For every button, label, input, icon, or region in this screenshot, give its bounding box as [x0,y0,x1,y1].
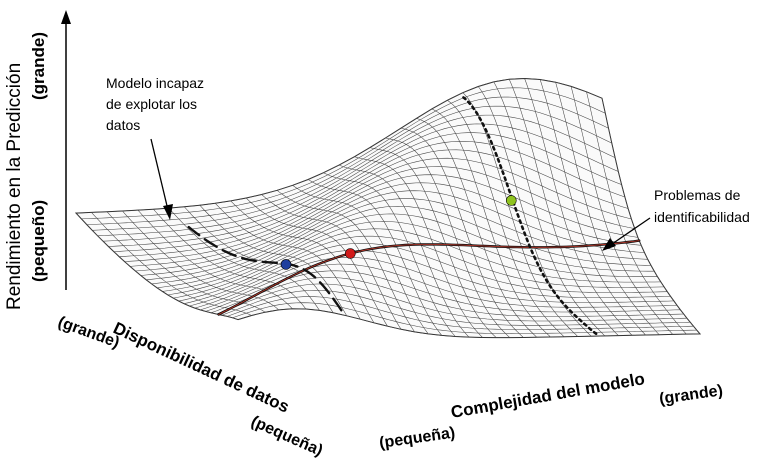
y-axis-arrow-icon [61,10,71,24]
mesh-line-v [210,277,684,317]
identifiability-annotation-line-1: Problemas de [654,187,741,203]
mesh-line-v [167,221,658,296]
mesh-line-v [194,257,674,309]
mesh-line-v [108,132,622,247]
mesh-line-v [102,123,619,242]
underfit-arrow-icon [163,204,173,220]
mesh-line-v [146,190,645,281]
complexity-axis-high-label: (grande) [658,382,724,408]
underfit-arrow-line [150,138,169,211]
mesh-line-v [189,250,671,307]
green-marker [505,195,517,206]
mesh-line-v [129,166,635,267]
mesh-line-v [156,206,652,289]
mesh-line-v [183,243,668,304]
mesh-line-v [227,296,694,330]
mesh-line-v [200,263,678,311]
identifiability-arrow-line [611,217,651,245]
mesh-line-v [75,78,603,214]
mesh-line-v [97,114,616,237]
red-marker [344,248,356,259]
surface-mesh [74,77,702,339]
low-complexity-dashed-curve [187,225,343,312]
identifiability-arrow-icon [602,238,616,251]
mesh-line-v [135,174,638,272]
underfit-annotation-line-3: datos [106,117,140,133]
complexity-axis-low-label: (pequeña) [378,424,456,451]
identifiability-annotation-line-2: identificabilidad [654,209,750,225]
mesh-line-v [124,157,632,262]
mesh-line-v [162,213,655,292]
mesh-line-v [232,302,697,334]
performance-ridge-highlight [218,240,640,315]
identifiability-annotation-bg [652,184,756,228]
data-axis-low-label: (pequeña) [248,413,325,460]
underfit-annotation-line-1: Modelo incapaz [106,75,204,91]
mesh-line-v [216,283,687,322]
mesh-line-v [237,308,701,338]
mesh-line-v [92,105,612,231]
y-axis-high-label: (grande) [29,32,48,100]
high-complexity-dotted-curve [462,96,598,336]
underfit-annotation-line-2: de explotar los [106,96,197,112]
y-axis-label: Rendimiento en la Predicción [4,63,25,310]
mesh-line-v [140,182,642,276]
mesh-line-v [173,228,661,299]
curves-group [187,96,641,336]
mesh-line-v [221,290,691,326]
mesh-line-v [113,141,625,252]
underfit-annotation-bg [104,68,244,138]
data-axis-label: Disponibilidad de datos [110,318,292,416]
mesh-line-v [119,149,629,257]
blue-marker [280,259,292,270]
complexity-axis-label: Complejidad del modelo [449,369,646,422]
y-axis-low-label: (pequeño) [29,200,48,282]
mesh-line-v [86,96,609,225]
